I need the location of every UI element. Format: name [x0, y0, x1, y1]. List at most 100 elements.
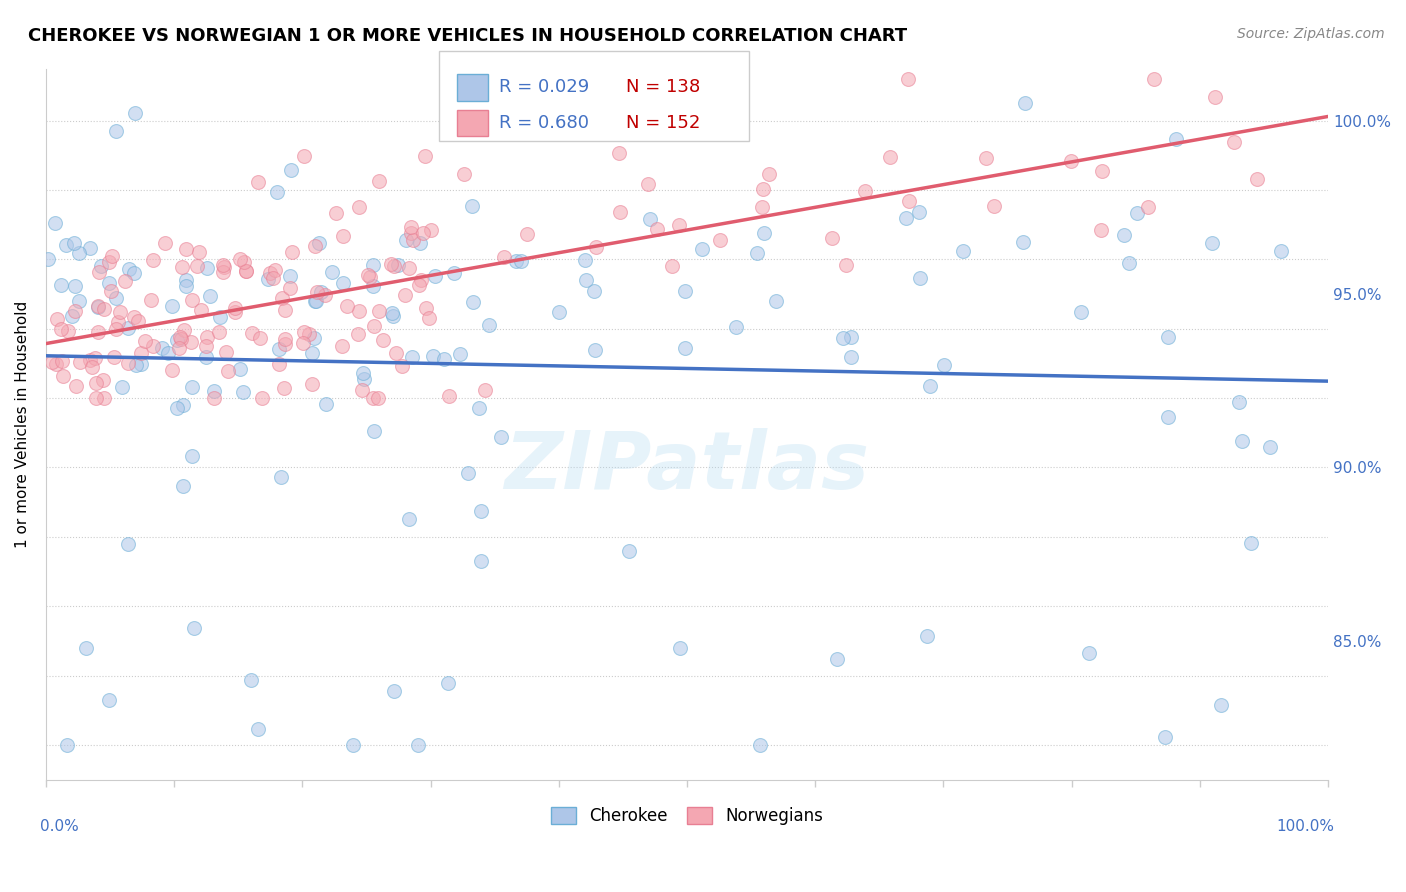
- Point: [607, 145, 630, 160]
- Point: [122, 266, 145, 280]
- Point: [415, 301, 437, 315]
- Point: [745, 246, 768, 260]
- Point: [117, 537, 139, 551]
- Point: [250, 391, 273, 405]
- Point: [174, 242, 197, 256]
- Point: [209, 310, 232, 325]
- Point: [208, 325, 231, 339]
- Point: [449, 347, 471, 361]
- Point: [63, 279, 86, 293]
- Point: [748, 738, 770, 752]
- Point: [89, 265, 111, 279]
- Point: [142, 253, 165, 268]
- Point: [108, 305, 131, 319]
- Point: [673, 341, 696, 355]
- Point: [457, 466, 479, 480]
- Point: [825, 652, 848, 666]
- Point: [363, 279, 385, 293]
- Point: [169, 329, 191, 343]
- Point: [180, 334, 202, 349]
- Point: [839, 330, 862, 344]
- Point: [934, 359, 956, 373]
- Point: [673, 284, 696, 298]
- Point: [492, 250, 515, 264]
- Point: [166, 401, 188, 416]
- Point: [336, 299, 359, 313]
- Point: [56, 325, 79, 339]
- Point: [373, 334, 395, 348]
- Point: [235, 264, 257, 278]
- Point: [172, 479, 194, 493]
- Point: [156, 346, 179, 360]
- Point: [167, 341, 190, 355]
- Point: [134, 334, 156, 348]
- Point: [342, 738, 364, 752]
- Point: [269, 357, 291, 371]
- Point: [217, 364, 239, 378]
- Legend: Cherokee, Norwegians: Cherokee, Norwegians: [544, 800, 831, 831]
- Point: [401, 226, 423, 240]
- Point: [79, 241, 101, 255]
- Point: [280, 162, 302, 177]
- Point: [583, 343, 606, 358]
- Point: [1240, 535, 1263, 549]
- Point: [195, 350, 218, 364]
- Point: [37, 252, 59, 267]
- Point: [150, 341, 173, 355]
- Point: [75, 641, 97, 656]
- Point: [129, 358, 152, 372]
- Point: [257, 272, 280, 286]
- Point: [172, 398, 194, 412]
- Point: [104, 124, 127, 138]
- Point: [1258, 440, 1281, 454]
- Point: [174, 273, 197, 287]
- Point: [321, 265, 343, 279]
- Point: [278, 268, 301, 283]
- Point: [247, 175, 270, 189]
- Point: [1157, 410, 1180, 425]
- Text: R = 0.680: R = 0.680: [499, 114, 589, 132]
- Point: [381, 310, 404, 324]
- Point: [398, 512, 420, 526]
- Point: [461, 199, 484, 213]
- Point: [139, 293, 162, 307]
- Point: [839, 350, 862, 364]
- Point: [363, 425, 385, 439]
- Point: [669, 640, 692, 655]
- Point: [361, 391, 384, 405]
- Point: [419, 223, 441, 237]
- Point: [63, 235, 86, 250]
- Point: [67, 245, 90, 260]
- Point: [752, 226, 775, 240]
- Point: [1126, 206, 1149, 220]
- Point: [1060, 153, 1083, 168]
- Point: [232, 384, 254, 399]
- Point: [380, 257, 402, 271]
- Point: [920, 379, 942, 393]
- Point: [271, 291, 294, 305]
- Point: [359, 269, 381, 284]
- Point: [101, 249, 124, 263]
- Point: [129, 346, 152, 360]
- Point: [394, 288, 416, 302]
- Point: [315, 397, 337, 411]
- Point: [117, 355, 139, 369]
- Point: [240, 326, 263, 340]
- Point: [107, 315, 129, 329]
- Point: [437, 389, 460, 403]
- Y-axis label: 1 or more Vehicles in Household: 1 or more Vehicles in Household: [15, 301, 30, 548]
- Point: [910, 271, 932, 285]
- Point: [187, 244, 209, 259]
- Point: [298, 327, 321, 342]
- Point: [127, 314, 149, 328]
- Point: [831, 331, 853, 345]
- Point: [385, 345, 408, 359]
- Point: [363, 318, 385, 333]
- Point: [305, 285, 328, 300]
- Point: [974, 151, 997, 165]
- Point: [1270, 244, 1292, 258]
- Point: [609, 205, 631, 219]
- Point: [114, 274, 136, 288]
- Point: [97, 692, 120, 706]
- Point: [879, 150, 901, 164]
